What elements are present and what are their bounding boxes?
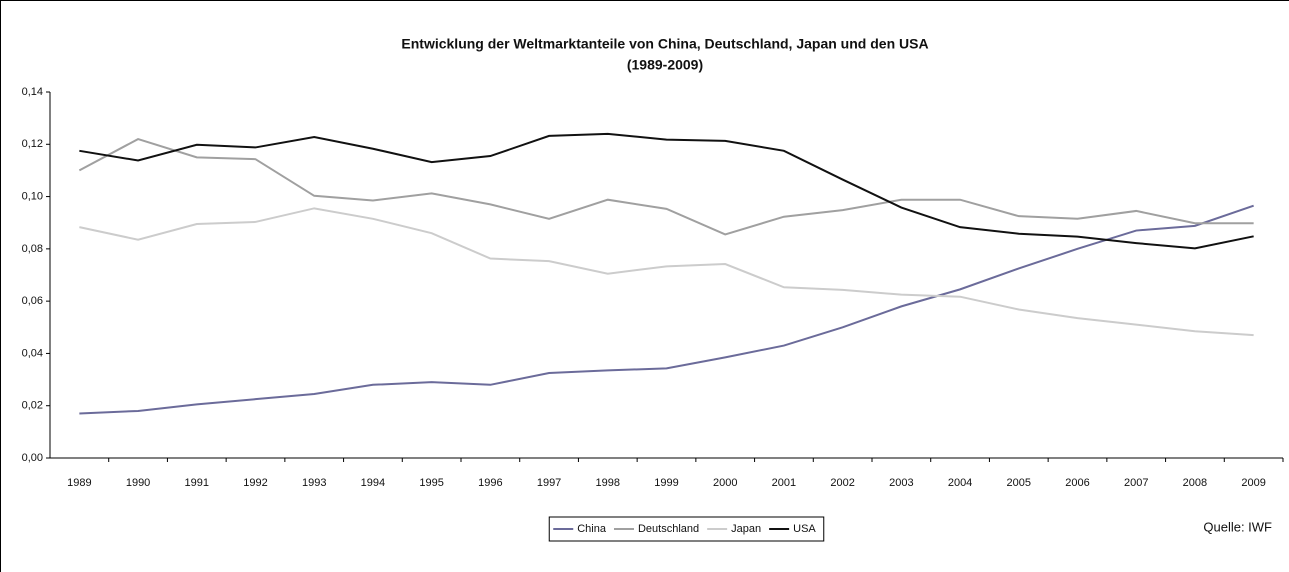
x-tick-label: 1993 <box>302 477 326 489</box>
series-line <box>78 137 1254 236</box>
y-tick-label: 0,06 <box>22 295 43 307</box>
series-line <box>79 207 1254 337</box>
series-line <box>79 204 1254 415</box>
x-tick-label: 1994 <box>361 477 385 489</box>
chart-subtitle: (1989-2009) <box>627 57 703 73</box>
y-tick-label: 0,00 <box>22 452 43 464</box>
legend-label: Japan <box>731 523 761 535</box>
legend-label: China <box>577 523 607 535</box>
x-tick-label: 1991 <box>185 477 209 489</box>
y-tick-label: 0,04 <box>22 347 43 359</box>
y-tick-label: 0,10 <box>22 190 43 202</box>
y-tick-label: 0,12 <box>22 138 43 150</box>
y-tick-label: 0,14 <box>22 86 43 98</box>
x-tick-label: 1996 <box>478 477 502 489</box>
x-tick-label: 1990 <box>126 477 150 489</box>
x-tick-label: 2001 <box>772 477 796 489</box>
x-tick-label: 1992 <box>243 477 267 489</box>
y-tick-label: 0,08 <box>22 243 43 255</box>
x-tick-label: 2005 <box>1007 477 1031 489</box>
legend-label: USA <box>793 523 816 535</box>
source-note: Quelle: IWF <box>1203 519 1272 534</box>
x-tick-label: 1997 <box>537 477 561 489</box>
series-line <box>79 132 1254 250</box>
x-tick-label: 2008 <box>1183 477 1207 489</box>
x-tick-label: 2007 <box>1124 477 1148 489</box>
x-tick-label: 1999 <box>654 477 678 489</box>
x-tick-label: 2003 <box>889 477 913 489</box>
y-tick-label: 0,02 <box>22 400 43 412</box>
x-tick-label: 2000 <box>713 477 737 489</box>
x-tick-label: 2004 <box>948 477 972 489</box>
x-tick-label: 1995 <box>419 477 443 489</box>
legend-label: Deutschland <box>638 523 699 535</box>
x-tick-label: 2002 <box>830 477 854 489</box>
x-tick-label: 1998 <box>596 477 620 489</box>
x-tick-label: 2009 <box>1241 477 1265 489</box>
x-tick-label: 1989 <box>67 477 91 489</box>
chart-title: Entwicklung der Weltmarktanteile von Chi… <box>401 36 928 52</box>
x-tick-label: 2006 <box>1065 477 1089 489</box>
